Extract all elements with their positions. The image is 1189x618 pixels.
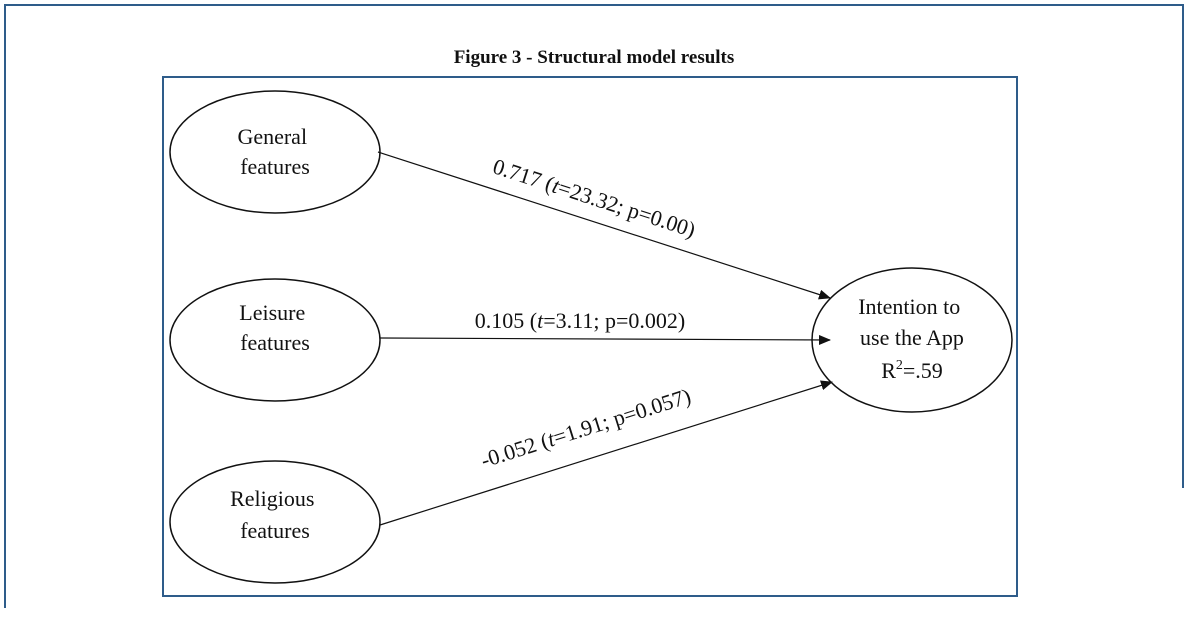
node-line: features [240, 330, 310, 355]
path-arrow [379, 334, 831, 345]
node [169, 460, 381, 584]
coefficient: 0.717 ( [490, 154, 557, 197]
path-arrow [377, 151, 831, 300]
edge-label: -0.052 (t=1.91; p=0.057) [478, 383, 694, 473]
node-line: features [240, 518, 310, 543]
r-superscript: 2 [896, 358, 903, 373]
node-line: General [237, 124, 307, 149]
r-symbol: R [881, 358, 896, 383]
node-label: Intention to use the App [858, 294, 966, 350]
node-line: features [240, 154, 310, 179]
node-line: Leisure [239, 300, 305, 325]
r-value: =.59 [903, 358, 943, 383]
node-label: Leisure features [239, 300, 310, 355]
outer-frame [4, 4, 1184, 608]
node-label: Religious features [230, 486, 320, 543]
coefficient: 0.105 ( [475, 308, 537, 333]
path-arrow [379, 380, 833, 526]
figure-frame [162, 76, 1018, 597]
t-symbol: t [537, 308, 544, 333]
node [169, 278, 381, 402]
figure-title: Figure 3 - Structural model results [454, 47, 735, 68]
statistics: =1.91; p=0.057) [550, 383, 694, 450]
node-label: General features [237, 124, 312, 179]
node-line: Religious [230, 486, 314, 511]
node-line: Intention to [858, 294, 960, 319]
statistics: =3.11; p=0.002) [543, 308, 685, 333]
r-squared: R2=.59 [881, 358, 943, 383]
edge-label: 0.105 (t=3.11; p=0.002) [475, 308, 685, 333]
node-line: use the App [860, 325, 964, 350]
coefficient: -0.052 ( [478, 428, 552, 473]
node [169, 90, 381, 214]
